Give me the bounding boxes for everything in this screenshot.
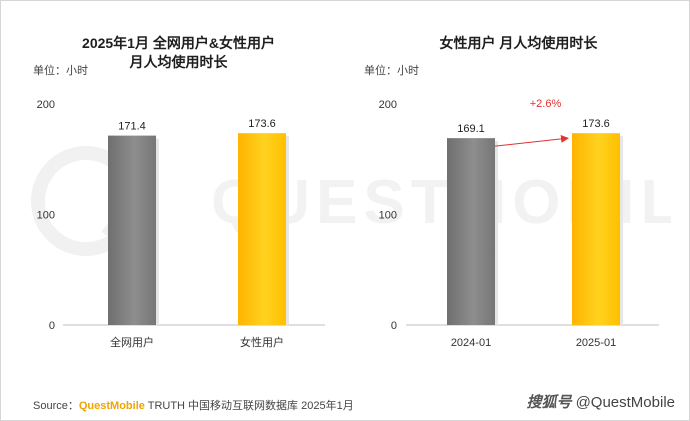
unit-label: 单位：小时: [364, 65, 419, 77]
bar-value-label: 171.4: [118, 121, 146, 133]
chart-title: 女性用户 月人均使用时长: [346, 34, 690, 53]
chart-title-line-2: 月人均使用时长: [129, 54, 228, 70]
bar-女性用户: [238, 133, 286, 325]
bar-value-label: 169.1: [457, 123, 485, 135]
y-tick-label: 200: [37, 99, 55, 111]
y-tick-label: 200: [379, 99, 397, 111]
bar-chart-right: 0 100 200 169.1 2024-01 173.6 2025-01 +2.6%: [379, 98, 659, 349]
x-tick-label: 2025-01: [576, 337, 616, 349]
source-prefix: Source：: [33, 400, 79, 412]
source-description: TRUTH 中国移动互联网数据库 2025年1月: [144, 400, 354, 412]
chart-panel-left: 2025年1月 全网用户&女性用户 月人均使用时长 单位：小时 0 100 200 1…: [1, 1, 346, 386]
unit-label: 单位：小时: [33, 65, 88, 77]
growth-arrow: [494, 134, 569, 147]
x-tick-label: 2024-01: [451, 337, 491, 349]
growth-annotation: +2.6%: [530, 98, 562, 110]
bar-2025-01: [572, 133, 620, 325]
bar-2024-01: [447, 138, 495, 325]
chart-title-line-1: 女性用户 月人均使用时长: [439, 35, 598, 51]
y-tick-label: 0: [391, 320, 397, 332]
bar-value-label: 173.6: [248, 118, 276, 130]
y-tick-label: 0: [49, 320, 55, 332]
bar-全网用户: [108, 135, 156, 325]
bar-chart-left: 0 100 200 171.4 全网用户 173.6 女性用户: [37, 99, 325, 349]
x-tick-label: 全网用户: [110, 335, 154, 349]
y-tick-label: 100: [379, 210, 397, 222]
bar-value-label: 173.6: [582, 118, 610, 130]
platform-watermark: 搜狐号 @QuestMobile: [527, 391, 675, 412]
chart-panel-right: 女性用户 月人均使用时长 单位：小时 0 100 200 169.1 2024-01 17…: [346, 1, 690, 386]
chart-title: 2025年1月 全网用户&女性用户 月人均使用时长: [6, 34, 351, 72]
source-brand: QuestMobile: [78, 400, 145, 412]
source-note: Source：QuestMobile TRUTH 中国移动互联网数据库 2025…: [33, 397, 354, 413]
chart-title-line-1: 2025年1月 全网用户&女性用户: [82, 35, 275, 51]
platform-logo: 搜狐号: [526, 394, 572, 411]
x-tick-label: 女性用户: [240, 335, 284, 349]
platform-handle: @QuestMobile: [575, 394, 675, 411]
y-tick-label: 100: [37, 210, 55, 222]
